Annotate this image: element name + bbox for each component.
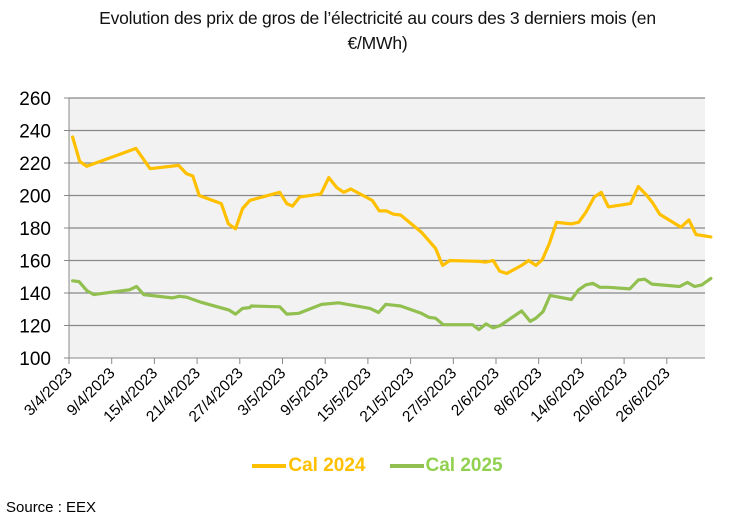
y-tick-label: 220: [19, 154, 51, 175]
y-tick-label: 120: [19, 317, 51, 338]
series-line-cal-2024: [70, 135, 713, 276]
data-series: [70, 135, 713, 332]
y-tick-label: 140: [19, 284, 51, 305]
legend-item-cal-2024[interactable]: Cal 2024: [252, 455, 366, 477]
legend-swatch-cal-2024: [252, 464, 287, 468]
y-tick-label: 260: [19, 89, 51, 110]
legend-swatch-cal-2025: [389, 464, 424, 468]
y-tick-label: 240: [19, 122, 51, 143]
line-chart: 100 120 140 160 180 200 220 240 260 3/4/20239/4/…: [19, 89, 713, 426]
legend-label-cal-2024: Cal 2024: [288, 455, 366, 476]
series-line-cal-2025: [70, 276, 713, 332]
y-tick-label: 160: [19, 252, 51, 273]
y-axis-ticks: 100 120 140 160 180 200 220 240 260: [19, 89, 69, 370]
chart-title-line2: €/MWh): [347, 33, 408, 53]
y-tick-label: 180: [19, 219, 51, 240]
y-tick-label: 100: [19, 349, 51, 370]
x-axis-ticks: 3/4/20239/4/202315/4/202321/4/202327/4/2…: [21, 358, 674, 426]
y-tick-label: 200: [19, 187, 51, 208]
legend-label-cal-2025: Cal 2025: [425, 455, 503, 476]
chart-title: Evolution des prix de gros de l’électric…: [0, 6, 755, 56]
legend: Cal 2024 Cal 2025: [0, 455, 755, 477]
chart-title-line1: Evolution des prix de gros de l’électric…: [99, 8, 656, 28]
source-note: Source : EEX: [6, 499, 97, 516]
legend-item-cal-2025[interactable]: Cal 2025: [389, 455, 503, 477]
